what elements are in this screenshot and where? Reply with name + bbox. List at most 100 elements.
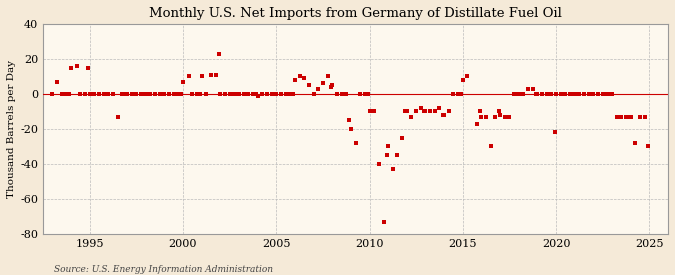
Point bbox=[406, 114, 417, 119]
Point bbox=[47, 92, 57, 96]
Point bbox=[280, 92, 291, 96]
Point bbox=[99, 92, 109, 96]
Point bbox=[194, 92, 205, 96]
Point bbox=[518, 92, 529, 96]
Point bbox=[75, 92, 86, 96]
Title: Monthly U.S. Net Imports from Germany of Distillate Fuel Oil: Monthly U.S. Net Imports from Germany of… bbox=[149, 7, 562, 20]
Point bbox=[64, 92, 75, 96]
Point bbox=[299, 76, 310, 80]
Point bbox=[531, 92, 541, 96]
Point bbox=[512, 92, 522, 96]
Point bbox=[612, 114, 622, 119]
Point bbox=[173, 92, 184, 96]
Point bbox=[112, 114, 123, 119]
Point bbox=[250, 92, 261, 96]
Point bbox=[346, 127, 356, 131]
Point bbox=[336, 92, 347, 96]
Point bbox=[509, 92, 520, 96]
Point bbox=[82, 65, 93, 70]
Text: Source: U.S. Energy Information Administration: Source: U.S. Energy Information Administ… bbox=[54, 265, 273, 274]
Point bbox=[522, 86, 533, 91]
Point bbox=[634, 114, 645, 119]
Point bbox=[136, 92, 146, 96]
Point bbox=[304, 83, 315, 87]
Point bbox=[397, 136, 408, 140]
Point bbox=[84, 92, 95, 96]
Point bbox=[269, 92, 280, 96]
Point bbox=[322, 74, 333, 79]
Point bbox=[387, 167, 398, 171]
Point bbox=[313, 86, 323, 91]
Y-axis label: Thousand Barrels per Day: Thousand Barrels per Day bbox=[7, 60, 16, 198]
Point bbox=[373, 162, 384, 166]
Point bbox=[551, 92, 562, 96]
Point bbox=[140, 92, 151, 96]
Point bbox=[72, 64, 82, 68]
Point bbox=[583, 92, 594, 96]
Point bbox=[192, 92, 202, 96]
Point bbox=[462, 74, 473, 79]
Point bbox=[437, 113, 448, 117]
Point bbox=[317, 81, 328, 86]
Point bbox=[625, 114, 636, 119]
Point bbox=[210, 72, 221, 77]
Point bbox=[176, 92, 187, 96]
Point bbox=[434, 106, 445, 110]
Point bbox=[131, 92, 142, 96]
Point bbox=[229, 92, 240, 96]
Point bbox=[476, 114, 487, 119]
Point bbox=[448, 92, 459, 96]
Point bbox=[605, 92, 616, 96]
Point bbox=[364, 109, 375, 114]
Point bbox=[80, 92, 90, 96]
Point bbox=[381, 153, 392, 157]
Point bbox=[89, 92, 100, 96]
Point bbox=[248, 92, 259, 96]
Point bbox=[537, 92, 547, 96]
Point bbox=[120, 92, 131, 96]
Point bbox=[61, 92, 72, 96]
Point bbox=[560, 92, 571, 96]
Point bbox=[616, 114, 627, 119]
Point bbox=[568, 92, 578, 96]
Point bbox=[331, 92, 342, 96]
Point bbox=[504, 114, 515, 119]
Point bbox=[288, 92, 299, 96]
Point bbox=[490, 114, 501, 119]
Point bbox=[256, 92, 267, 96]
Point bbox=[285, 92, 296, 96]
Point bbox=[630, 141, 641, 145]
Point bbox=[243, 92, 254, 96]
Point bbox=[224, 92, 235, 96]
Point bbox=[154, 92, 165, 96]
Point bbox=[418, 109, 429, 114]
Point bbox=[159, 92, 169, 96]
Point bbox=[145, 92, 156, 96]
Point bbox=[325, 85, 336, 89]
Point bbox=[429, 109, 440, 114]
Point bbox=[157, 92, 168, 96]
Point bbox=[402, 109, 412, 114]
Point bbox=[643, 144, 653, 148]
Point bbox=[602, 92, 613, 96]
Point bbox=[178, 79, 188, 84]
Point bbox=[549, 130, 560, 135]
Point bbox=[578, 92, 589, 96]
Point bbox=[400, 109, 410, 114]
Point bbox=[168, 92, 179, 96]
Point bbox=[420, 109, 431, 114]
Point bbox=[458, 78, 468, 82]
Point bbox=[493, 109, 504, 114]
Point bbox=[541, 92, 552, 96]
Point bbox=[607, 92, 618, 96]
Point bbox=[369, 109, 379, 114]
Point bbox=[232, 92, 243, 96]
Point bbox=[471, 122, 482, 126]
Point bbox=[252, 94, 263, 98]
Point bbox=[163, 92, 174, 96]
Point bbox=[294, 74, 305, 79]
Point bbox=[355, 92, 366, 96]
Point bbox=[425, 109, 435, 114]
Point bbox=[327, 83, 338, 87]
Point bbox=[187, 92, 198, 96]
